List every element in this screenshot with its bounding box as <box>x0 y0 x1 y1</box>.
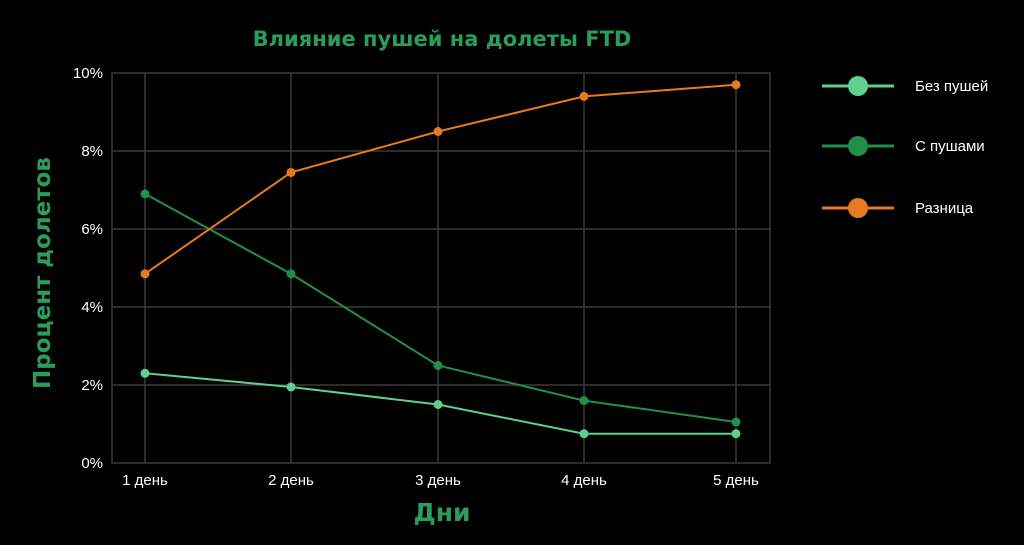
y-axis-title: Процент долетов <box>30 157 56 389</box>
grid <box>111 72 771 464</box>
x-tick-label: 3 день <box>415 472 461 489</box>
data-point <box>433 127 443 136</box>
data-point <box>286 382 296 392</box>
y-axis-ticks: 0% 2% 4% 6% 8% 10% <box>73 65 103 472</box>
legend-item: С пушами <box>822 136 985 156</box>
legend-swatch-marker <box>848 136 868 156</box>
series-line <box>144 193 737 424</box>
y-tick-label: 10% <box>73 65 103 82</box>
data-point <box>433 400 443 409</box>
series-line <box>144 83 737 275</box>
data-point <box>731 80 741 90</box>
y-tick-label: 8% <box>81 143 103 160</box>
legend-label: Без пушей <box>915 78 988 95</box>
series-3 <box>140 80 741 279</box>
y-tick-label: 4% <box>81 299 103 316</box>
data-point <box>140 368 150 378</box>
x-axis-ticks: 1 день 2 день 3 день 4 день 5 день <box>122 472 759 489</box>
x-tick-label: 5 день <box>713 472 759 489</box>
series-layer <box>140 80 741 439</box>
x-axis-title: Дни <box>413 498 470 527</box>
data-point <box>731 417 741 427</box>
data-point <box>579 429 589 439</box>
data-point <box>731 429 741 439</box>
chart-title: Влияние пушей на долеты FTD <box>253 27 632 51</box>
x-tick-label: 2 день <box>268 472 314 489</box>
legend-label: С пушами <box>915 138 985 155</box>
legend-item: Без пушей <box>822 76 988 96</box>
plot-frame <box>111 72 771 464</box>
legend-swatch-marker <box>848 198 868 218</box>
data-point <box>433 361 443 370</box>
y-tick-label: 2% <box>81 377 103 394</box>
y-tick-label: 6% <box>81 221 103 238</box>
legend: Без пушей С пушами Разница <box>822 76 988 218</box>
data-point <box>579 91 589 101</box>
series-2 <box>140 189 741 427</box>
data-point <box>286 269 296 279</box>
x-tick-label: 4 день <box>561 472 607 489</box>
legend-item: Разница <box>822 198 974 218</box>
data-point <box>286 167 296 177</box>
legend-label: Разница <box>915 200 974 217</box>
series-1 <box>140 368 741 439</box>
data-point <box>140 269 150 279</box>
x-tick-label: 1 день <box>122 472 168 489</box>
legend-swatch-marker <box>848 76 868 96</box>
data-point <box>140 189 150 199</box>
data-point <box>579 396 589 406</box>
y-tick-label: 0% <box>81 455 103 472</box>
